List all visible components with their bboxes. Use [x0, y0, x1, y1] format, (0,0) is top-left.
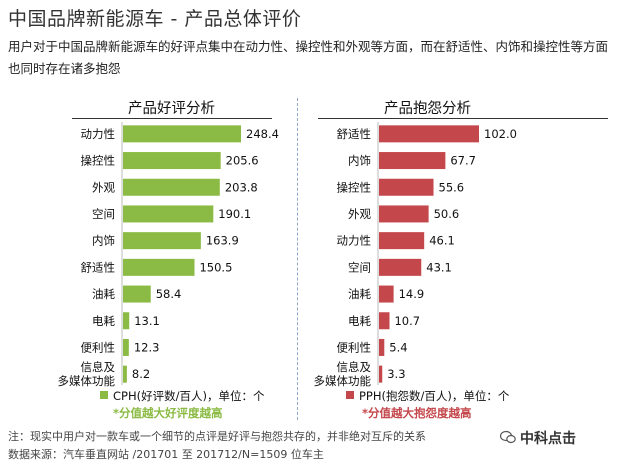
negative-category-label: 多媒体功能: [314, 374, 372, 388]
negative-legend-swatch: [346, 391, 354, 399]
positive-bar-8: [123, 338, 129, 356]
negative-chart-title: 产品抱怨分析: [384, 101, 471, 117]
negative-bar-9: [379, 365, 383, 383]
positive-value-label: 203.8: [225, 180, 258, 194]
negative-value-label: 67.7: [450, 154, 476, 168]
positive-value-label: 205.6: [226, 154, 259, 168]
negative-bar-7: [379, 312, 390, 330]
page-title: 中国品牌新能源车 - 产品总体评价: [8, 8, 302, 30]
data-source: 数据来源：汽车垂直网站 /201701 至 201712/N=1509 位车主: [8, 448, 324, 461]
positive-category-label: 电耗: [92, 314, 115, 328]
negative-category-label: 舒适性: [337, 127, 372, 141]
negative-bar-2: [379, 178, 434, 196]
positive-bar-2: [123, 178, 220, 196]
negative-category-label: 信息及: [337, 360, 372, 374]
positive-legend: CPH(好评数/百人)，单位：个: [100, 388, 264, 404]
negative-category-label: 动力性: [337, 234, 372, 248]
positive-bar-0: [123, 125, 241, 143]
negative-value-label: 102.0: [484, 127, 517, 141]
positive-category-label: 空间: [92, 207, 115, 221]
positive-bar-4: [123, 232, 201, 250]
positive-category-label: 多媒体功能: [58, 374, 116, 388]
negative-value-label: 55.6: [439, 180, 465, 194]
negative-value-label: 43.1: [426, 260, 452, 274]
panel-divider: [297, 98, 298, 420]
positive-bar-3: [123, 205, 214, 223]
positive-value-label: 190.1: [218, 207, 251, 221]
positive-value-label: 13.1: [134, 314, 160, 328]
positive-value-label: 248.4: [246, 127, 279, 141]
negative-value-label: 14.9: [399, 287, 425, 301]
positive-value-label: 163.9: [206, 234, 239, 248]
positive-value-label: 150.5: [199, 260, 232, 274]
negative-note: *分值越大抱怨度越高: [362, 406, 472, 420]
negative-value-label: 46.1: [429, 234, 455, 248]
positive-category-label: 外观: [92, 180, 115, 194]
positive-bar-1: [123, 152, 221, 170]
positive-category-label: 舒适性: [81, 260, 116, 274]
positive-bar-9: [123, 365, 127, 383]
negative-bar-4: [379, 232, 425, 250]
watermark-text: 中科点击: [520, 431, 576, 447]
positive-category-label: 便利性: [81, 340, 116, 354]
footnote: 注：现实中用户对一款车或一个细节的点评是好评与抱怨共存的，并非绝对互斥的关系: [8, 430, 426, 443]
negative-value-label: 50.6: [434, 207, 460, 221]
negative-bar-3: [379, 205, 429, 223]
positive-bar-7: [123, 312, 130, 330]
negative-bar-5: [379, 258, 422, 276]
negative-bar-8: [379, 338, 385, 356]
negative-bar-6: [379, 285, 394, 303]
positive-value-label: 12.3: [134, 340, 160, 354]
positive-category-label: 内饰: [92, 234, 115, 248]
positive-title-underline: [72, 118, 272, 119]
positive-note: *分值越大好评度越高: [113, 406, 223, 420]
positive-category-label: 信息及: [81, 360, 116, 374]
page-subtitle: 用户对于中国品牌新能源车的好评点集中在动力性、操控性和外观等方面，而在舒适性、内…: [8, 39, 609, 76]
negative-category-label: 空间: [348, 260, 371, 274]
positive-bar-5: [123, 258, 195, 276]
negative-category-label: 外观: [348, 207, 371, 221]
negative-bar-0: [379, 125, 479, 143]
positive-category-label: 油耗: [92, 287, 115, 301]
negative-value-label: 3.3: [387, 367, 405, 381]
positive-value-label: 8.2: [132, 367, 150, 381]
negative-legend: PPH(抱怨数/百人)，单位：个: [346, 388, 509, 404]
negative-value-label: 10.7: [394, 314, 420, 328]
wechat-icon: [500, 430, 516, 444]
positive-value-label: 58.4: [156, 287, 182, 301]
negative-bar-1: [379, 152, 446, 170]
negative-title-underline: [318, 118, 608, 119]
positive-category-label: 动力性: [81, 127, 116, 141]
negative-category-label: 操控性: [337, 180, 372, 194]
negative-category-label: 内饰: [348, 154, 371, 168]
positive-category-label: 操控性: [81, 154, 116, 168]
positive-chart-title: 产品好评分析: [128, 101, 215, 117]
negative-category-label: 便利性: [337, 340, 372, 354]
positive-legend-label: CPH(好评数/百人)，单位：个: [113, 389, 265, 403]
negative-category-label: 电耗: [348, 314, 371, 328]
negative-legend-label: PPH(抱怨数/百人)，单位：个: [359, 389, 510, 403]
negative-category-label: 油耗: [348, 287, 371, 301]
negative-value-label: 5.4: [389, 340, 407, 354]
positive-legend-swatch: [100, 391, 108, 399]
positive-bar-6: [123, 285, 151, 303]
